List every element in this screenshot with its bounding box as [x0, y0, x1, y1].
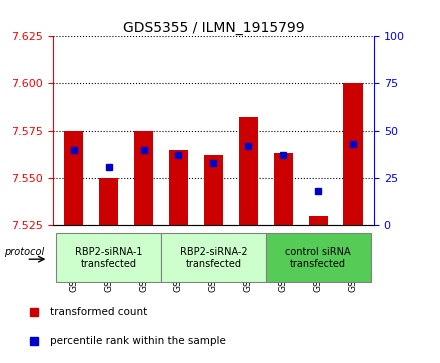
Text: transformed count: transformed count [50, 307, 147, 317]
Text: RBP2-siRNA-1
transfected: RBP2-siRNA-1 transfected [75, 247, 143, 269]
Bar [169, 150, 188, 225]
Bar [204, 155, 223, 225]
Text: RBP2-siRNA-2
transfected: RBP2-siRNA-2 transfected [180, 247, 247, 269]
Bar [344, 83, 363, 225]
Bar [308, 216, 328, 225]
Bar [239, 118, 258, 225]
Text: control siRNA
transfected: control siRNA transfected [285, 247, 351, 269]
Title: GDS5355 / ILMN_1915799: GDS5355 / ILMN_1915799 [123, 21, 304, 35]
Text: protocol: protocol [4, 247, 44, 257]
Bar [274, 153, 293, 225]
Bar [56, 233, 161, 282]
Bar [99, 178, 118, 225]
Bar [134, 131, 153, 225]
Bar [266, 233, 370, 282]
Text: percentile rank within the sample: percentile rank within the sample [50, 336, 226, 346]
Bar [161, 233, 266, 282]
Bar [64, 131, 83, 225]
